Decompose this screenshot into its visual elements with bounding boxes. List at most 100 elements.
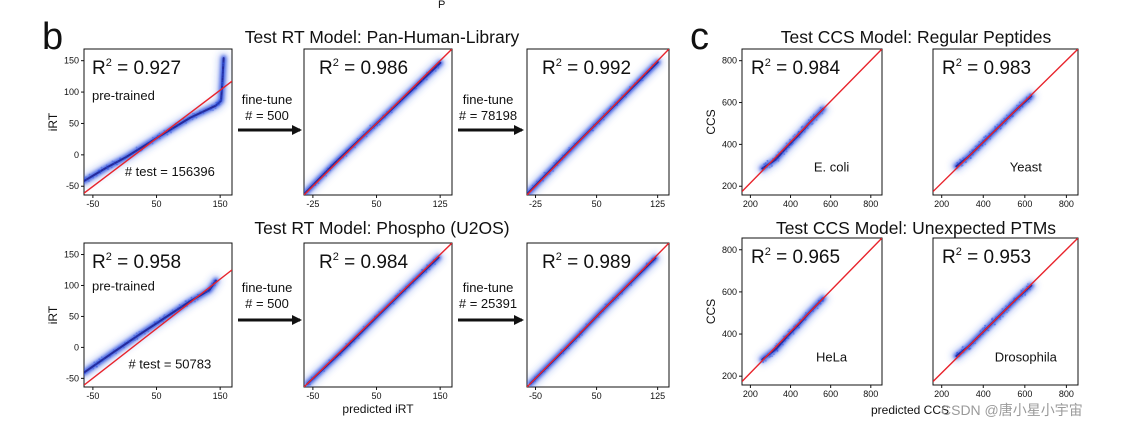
- scatter-point: [984, 135, 987, 138]
- scatter-point: [221, 81, 224, 84]
- scatter-point: [978, 140, 981, 143]
- scatter-panel-2: -25 50 125 R2 = 0.992: [526, 48, 670, 209]
- scatter-point: [124, 155, 127, 158]
- scatter-point: [84, 372, 87, 375]
- scatter-point: [151, 136, 154, 139]
- scatter-point: [434, 70, 437, 72]
- scatter-point: [219, 98, 222, 101]
- x-tick-label-125: 125: [650, 199, 665, 209]
- scatter-point: [1016, 104, 1018, 107]
- scatter-point: [425, 78, 428, 81]
- arrow-label-count: # = 78198: [459, 108, 517, 123]
- scatter-point: [783, 153, 786, 155]
- scatter-point: [775, 342, 778, 345]
- scatter-point: [984, 324, 986, 327]
- scatter-point: [190, 296, 193, 299]
- scatter-point: [1021, 105, 1024, 108]
- scatter-point: [92, 367, 95, 370]
- r-squared-annotation: R2 = 0.927: [92, 57, 181, 79]
- x-tick-label-50: -50: [529, 391, 542, 401]
- scatter-point: [394, 295, 397, 298]
- scatter-point: [956, 161, 959, 164]
- arrow-label-count: # = 500: [245, 108, 289, 123]
- r-squared-annotation: R2 = 0.992: [542, 57, 631, 79]
- fit-line: [933, 49, 1078, 193]
- y-axis-label: CCS: [704, 109, 718, 134]
- plot-area: [84, 52, 232, 194]
- arrow-label-count: # = 500: [245, 296, 289, 311]
- scatter-point: [960, 348, 963, 351]
- scatter-point: [771, 355, 774, 358]
- scatter-point: [968, 347, 971, 350]
- scatter-point: [158, 132, 161, 135]
- pretrained-note: pre-trained: [92, 278, 155, 293]
- scatter-point: [102, 169, 105, 172]
- scatter-point: [175, 308, 178, 311]
- arrow-label-method: fine-tune: [463, 280, 514, 295]
- x-tick-label-800: 800: [863, 199, 878, 209]
- scatter-point: [399, 289, 401, 292]
- scatter-point: [307, 383, 310, 386]
- scatter-point: [213, 280, 216, 283]
- scatter-point: [213, 279, 216, 282]
- scatter-point: [123, 157, 126, 160]
- scatter-point: [177, 124, 180, 127]
- scatter-point: [205, 108, 208, 110]
- scatter-point: [971, 149, 974, 151]
- plot-area: [527, 49, 669, 195]
- scatter-point: [99, 170, 102, 173]
- scatter-point: [419, 275, 422, 277]
- scatter-point: [153, 321, 156, 324]
- scatter-point: [1021, 289, 1023, 292]
- scatter-point: [967, 347, 970, 350]
- scatter-point: [817, 300, 820, 302]
- scatter-point: [955, 352, 958, 355]
- scatter-point: [562, 352, 565, 355]
- chart-title-rt-phospho: Test RT Model: Phospho (U2OS): [254, 218, 509, 238]
- scatter-point: [1004, 123, 1007, 125]
- scatter-point: [196, 298, 199, 301]
- scatter-point: [221, 79, 224, 82]
- scatter-point: [105, 164, 108, 167]
- scatter-point: [425, 271, 428, 274]
- scatter-point: [604, 303, 607, 306]
- x-tick-label-150: 150: [433, 391, 448, 401]
- scatter-point: [110, 166, 113, 169]
- scatter-point: [152, 323, 155, 326]
- scatter-point: [778, 157, 780, 160]
- scatter-point: [1021, 295, 1024, 298]
- scatter-point: [1011, 115, 1014, 118]
- scatter-point: [360, 332, 363, 335]
- scatter-point: [420, 269, 423, 271]
- scatter-point: [211, 104, 213, 107]
- scatter-point: [962, 157, 965, 160]
- scatter-point: [785, 150, 788, 153]
- panel-label-b: b: [42, 16, 63, 58]
- x-tick-label-125: 125: [433, 199, 448, 209]
- scatter-point: [162, 320, 165, 323]
- scatter-point: [128, 340, 131, 343]
- y-tick-label-200: 200: [722, 371, 737, 381]
- scatter-point: [798, 326, 801, 329]
- scatter-point: [313, 377, 316, 380]
- scatter-point: [971, 149, 974, 152]
- scatter-point: [798, 319, 801, 321]
- scatter-point: [578, 335, 581, 338]
- scatter-point: [555, 159, 558, 162]
- scatter-point: [101, 360, 104, 362]
- x-tick-label-200: 200: [934, 389, 949, 399]
- scatter-point: [214, 104, 217, 107]
- plot-area: [84, 269, 232, 386]
- scatter-point: [97, 169, 100, 172]
- scatter-point: [999, 128, 1002, 130]
- x-tick-label-800: 800: [1059, 389, 1074, 399]
- scatter-point: [354, 146, 357, 149]
- scatter-point: [340, 352, 343, 355]
- scatter-point: [336, 158, 339, 161]
- scatter-point: [640, 79, 643, 82]
- scatter-point: [421, 268, 424, 271]
- scatter-point: [788, 334, 791, 337]
- y-tick-label-50: -50: [66, 181, 79, 191]
- scatter-point: [326, 167, 329, 170]
- scatter-point: [800, 126, 803, 129]
